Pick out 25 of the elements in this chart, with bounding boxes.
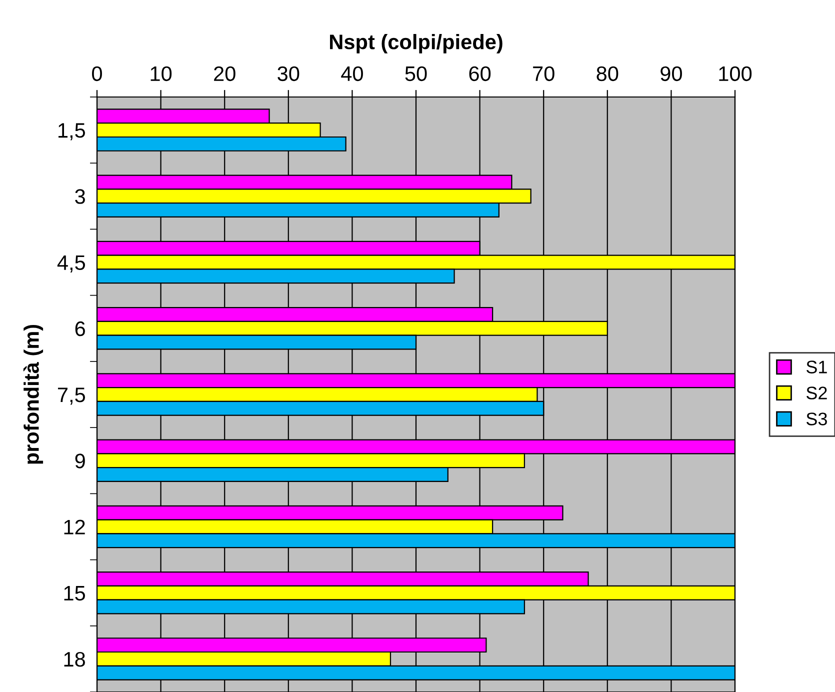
x-tick-label: 100 [719,66,752,82]
x-tick-label: 0 [92,66,102,82]
y-tick-label: 3 [75,189,85,204]
y-tick-label: 1,5 [58,123,86,140]
y-tick-label: 4,5 [57,255,86,272]
x-tick-label: 20 [214,66,236,82]
y-axis-title: profondità (m) [23,324,44,464]
x-tick-label: 60 [469,66,491,82]
x-tick-label: 80 [596,66,618,82]
legend-label: S3 [806,412,827,426]
x-tick-label: 70 [533,66,554,82]
y-tick-label: 12 [64,520,85,534]
x-tick-label: 90 [660,66,682,82]
x-tick-label: 10 [150,66,172,82]
y-tick-label: 7,5 [58,388,86,405]
x-tick-label: 30 [278,66,300,82]
y-tick-label: 18 [64,652,85,667]
legend-label: S1 [806,360,827,374]
y-tick-label: 9 [75,454,85,468]
x-tick-label: 50 [405,66,427,82]
y-tick-label: 6 [75,321,85,336]
legend-label: S2 [806,386,827,400]
x-tick-label: 40 [341,66,363,82]
x-axis-title: Nspt (colpi/piede) [330,34,502,54]
y-tick-label: 15 [64,586,86,601]
